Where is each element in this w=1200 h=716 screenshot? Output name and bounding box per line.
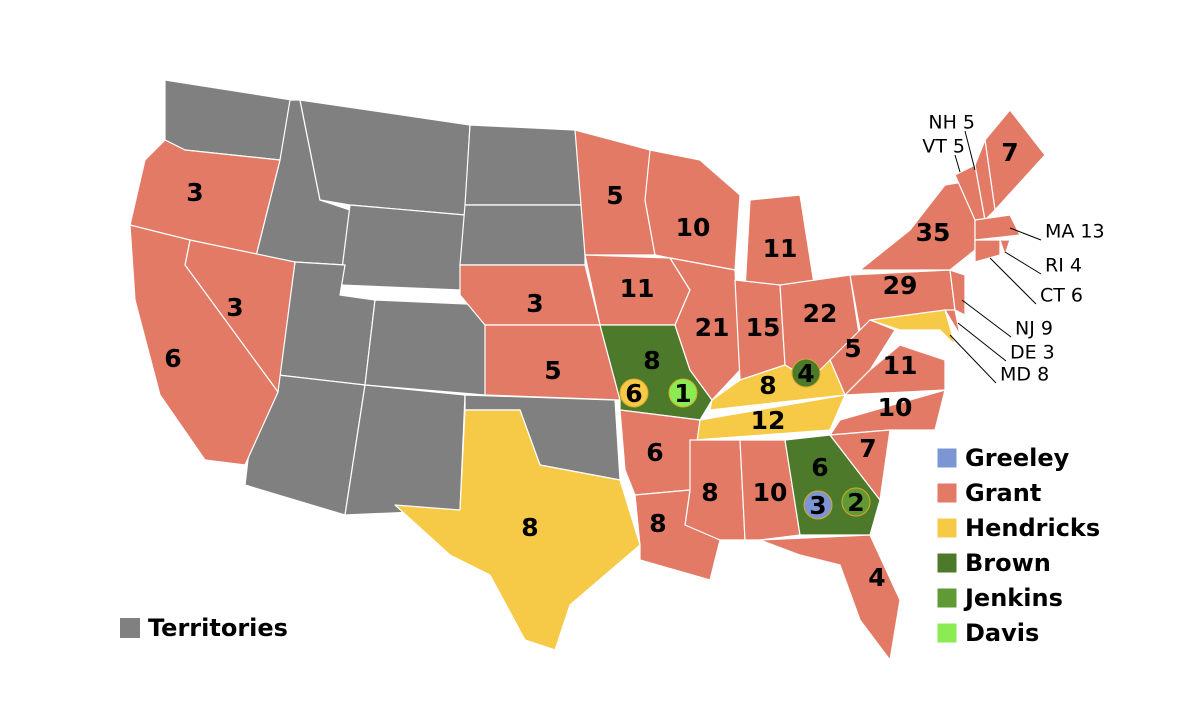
leader-line: [957, 322, 1007, 362]
state-shape: [974, 239, 1001, 263]
split-marker: [791, 358, 821, 388]
state-shape: [634, 489, 721, 581]
state-shape: [739, 439, 801, 541]
split-votes: 4: [797, 359, 814, 388]
state-votes: 10: [878, 393, 913, 422]
legend-label: Territories: [148, 614, 288, 642]
leader-line: [989, 257, 1037, 305]
state-votes: 12: [751, 406, 786, 435]
legend-swatch: [936, 622, 958, 644]
state-votes: 5: [544, 356, 561, 385]
state-shape: [164, 79, 293, 161]
callout-label: CT 6: [1040, 285, 1083, 307]
split-votes: 6: [625, 379, 642, 408]
split-votes: 3: [809, 491, 826, 520]
state-shape: [364, 299, 491, 396]
legend-label: Brown: [965, 549, 1051, 577]
states: [129, 79, 1046, 661]
state-votes: 6: [811, 453, 828, 482]
state-shape: [644, 149, 741, 271]
leader-line: [1004, 251, 1042, 275]
callout-label: NJ 9: [1015, 318, 1053, 340]
state-votes: 8: [521, 513, 538, 542]
state-votes: 4: [868, 563, 885, 592]
leader-line: [1009, 227, 1042, 241]
state-shape: [999, 239, 1011, 256]
legend-swatch: [936, 447, 958, 469]
callout-label: MD 8: [1000, 364, 1049, 386]
split-marker: [803, 490, 833, 520]
state-shape: [129, 224, 279, 466]
legend-label: Greeley: [965, 444, 1070, 472]
callout-label: DE 3: [1010, 342, 1055, 364]
legend-label: Grant: [965, 479, 1041, 507]
leader-line: [961, 299, 1012, 338]
state-votes: 3: [526, 289, 543, 318]
state-shape: [299, 99, 471, 216]
state-votes: 10: [676, 213, 711, 242]
split-marker: [668, 378, 698, 408]
state-votes: 5: [606, 181, 623, 210]
leader-line: [954, 154, 961, 173]
state-votes: 3: [226, 293, 243, 322]
state-shape: [394, 409, 641, 651]
state-votes: 3: [186, 178, 203, 207]
legend-label: Davis: [965, 619, 1039, 647]
callout-label: VT 5: [922, 136, 965, 158]
state-shape: [344, 384, 466, 516]
state-shape: [949, 269, 966, 316]
state-votes: 7: [1001, 138, 1018, 167]
state-votes: 11: [763, 234, 798, 263]
state-votes: 6: [164, 344, 181, 373]
state-votes: 15: [746, 313, 781, 342]
leader-line: [964, 130, 976, 171]
state-shape: [339, 204, 466, 291]
state-shape: [974, 139, 996, 221]
legend-swatch: [936, 552, 958, 574]
split-marker: [841, 487, 871, 517]
legend-swatch: [936, 482, 958, 504]
state-votes: 6: [646, 438, 663, 467]
state-votes: 21: [695, 313, 730, 342]
state-shape: [464, 124, 586, 206]
state-shape: [974, 214, 1021, 241]
state-shape: [844, 344, 946, 396]
state-votes: 11: [883, 351, 918, 380]
state-votes: 29: [883, 271, 918, 300]
split-marker: [619, 378, 649, 408]
state-votes: 10: [753, 478, 788, 507]
leader-line: [949, 334, 997, 384]
split-votes: 1: [674, 379, 691, 408]
callout-label: MA 13: [1045, 221, 1105, 243]
state-shape: [459, 204, 586, 266]
legend-label: Jenkins: [963, 584, 1063, 612]
state-votes: 8: [759, 371, 776, 400]
state-votes: 7: [859, 434, 876, 463]
callout-label: RI 4: [1045, 255, 1082, 277]
state-votes: 22: [803, 299, 838, 328]
split-votes: 2: [847, 488, 864, 517]
state-shape: [829, 389, 946, 436]
state-votes: 35: [916, 218, 951, 247]
legend-label: Hendricks: [965, 514, 1100, 542]
callout-label: NH 5: [928, 112, 975, 134]
state-shape: [869, 309, 956, 346]
legend-swatch: [120, 618, 140, 638]
state-votes: 8: [643, 346, 660, 375]
state-votes: 5: [844, 334, 861, 363]
state-shape: [944, 309, 961, 336]
state-votes: 8: [649, 509, 666, 538]
state-votes: 11: [620, 274, 655, 303]
legend-swatch: [936, 517, 958, 539]
state-shape: [759, 534, 901, 661]
legend-swatch: [936, 587, 958, 609]
state-shape: [829, 429, 891, 501]
state-votes: 8: [701, 478, 718, 507]
